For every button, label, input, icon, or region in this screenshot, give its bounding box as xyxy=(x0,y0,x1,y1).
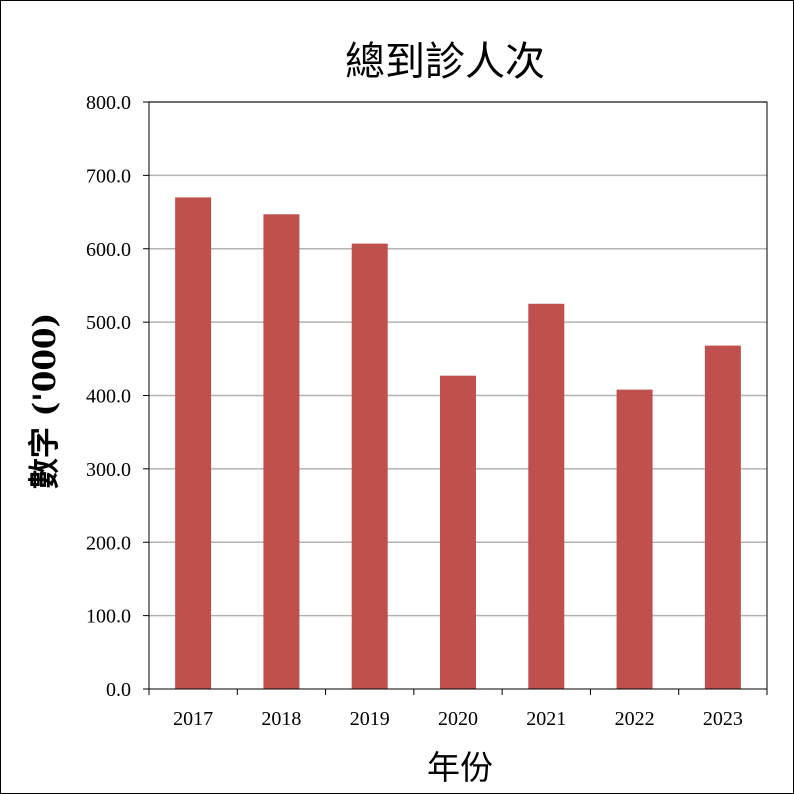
y-tick-label: 100.0 xyxy=(86,606,131,628)
x-tick-label: 2019 xyxy=(350,708,390,730)
x-tick-label: 2022 xyxy=(615,708,655,730)
bar-2022 xyxy=(616,389,653,689)
bar-2021 xyxy=(528,303,565,689)
chart-title: 總到診人次 xyxy=(345,39,545,85)
y-tick-label: 700.0 xyxy=(86,165,131,187)
y-tick-label: 0.0 xyxy=(106,679,131,701)
y-tick-label: 300.0 xyxy=(86,459,131,481)
x-tick-label: 2023 xyxy=(703,708,743,730)
bar-2018 xyxy=(263,214,300,690)
y-tick-label: 600.0 xyxy=(86,239,131,261)
bar-2023 xyxy=(704,345,741,689)
bar-2019 xyxy=(351,243,388,689)
y-tick-label: 200.0 xyxy=(86,532,131,554)
x-tick-label: 2017 xyxy=(173,708,213,730)
y-axis-title: 數字 ('000) xyxy=(27,313,63,489)
y-tick-label: 800.0 xyxy=(86,92,131,114)
x-axis-title: 年份 xyxy=(427,748,493,787)
x-tick-label: 2021 xyxy=(526,708,566,730)
bar-2020 xyxy=(440,375,476,689)
y-tick-label: 500.0 xyxy=(86,312,131,334)
plot-area-border xyxy=(148,101,768,690)
bar-2017 xyxy=(175,197,212,689)
x-tick-label: 2020 xyxy=(438,708,478,730)
x-tick-label: 2018 xyxy=(261,708,301,730)
y-tick-label: 400.0 xyxy=(86,386,131,408)
